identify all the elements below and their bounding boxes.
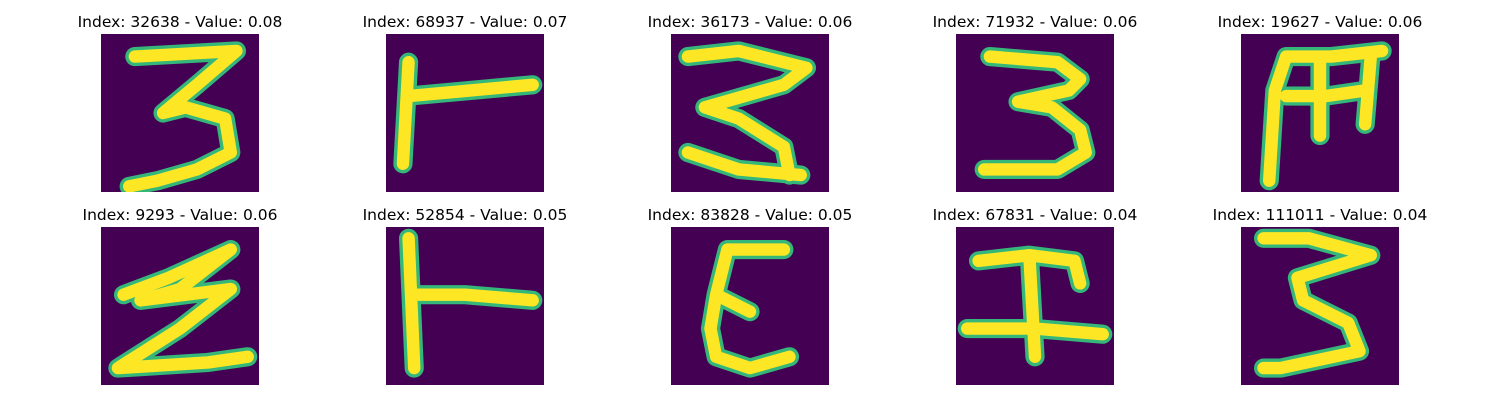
glyph-drawing	[678, 41, 817, 185]
glyph-stroke-inner	[961, 249, 1109, 363]
glyph-stroke-inner	[402, 232, 539, 375]
panel-title: Index: 52854 - Value: 0.05	[362, 206, 568, 224]
glyph-stroke-inner	[978, 50, 1092, 176]
panel-title: Index: 71932 - Value: 0.06	[932, 13, 1138, 31]
glyph-drawing	[393, 52, 543, 174]
digit-image	[1241, 34, 1399, 192]
panel-title: Index: 9293 - Value: 0.06	[82, 206, 278, 224]
panel-title: Index: 68937 - Value: 0.07	[362, 13, 568, 31]
image-panel: Index: 19627 - Value: 0.06	[1185, 12, 1455, 202]
glyph-stroke-inner	[111, 243, 254, 375]
glyph-stroke-outer	[393, 52, 543, 174]
digit-image	[1241, 227, 1399, 385]
digit-image	[101, 34, 259, 192]
glyph-drawing	[398, 228, 543, 378]
image-panel: Index: 67831 - Value: 0.04	[900, 205, 1170, 395]
glyph-stroke-inner	[123, 44, 243, 192]
image-panel: Index: 71932 - Value: 0.06	[900, 12, 1170, 202]
digit-image	[386, 34, 544, 192]
panel-title: Index: 32638 - Value: 0.08	[77, 13, 283, 31]
digit-image	[671, 34, 829, 192]
panel-title: Index: 67831 - Value: 0.04	[932, 206, 1138, 224]
panel-title: Index: 36173 - Value: 0.06	[647, 13, 853, 31]
glyph-drawing	[957, 245, 1113, 367]
glyph-drawing	[1253, 228, 1381, 378]
glyph-stroke-inner	[396, 56, 539, 170]
glyph-drawing	[700, 239, 800, 378]
panel-title: Index: 19627 - Value: 0.06	[1217, 13, 1423, 31]
image-panel: Index: 32638 - Value: 0.08	[45, 12, 315, 202]
image-panel: Index: 68937 - Value: 0.07	[330, 12, 600, 202]
glyph-drawing	[108, 239, 258, 378]
glyph-stroke-inner	[1257, 232, 1377, 375]
digit-image	[956, 34, 1114, 192]
image-panel: Index: 83828 - Value: 0.05	[615, 205, 885, 395]
digit-image	[671, 227, 829, 385]
digit-image	[956, 227, 1114, 385]
glyph-stroke-inner	[704, 243, 796, 375]
glyph-drawing	[119, 41, 247, 192]
digit-image	[386, 227, 544, 385]
glyph-drawing	[974, 46, 1096, 180]
panel-title: Index: 83828 - Value: 0.05	[647, 206, 853, 224]
image-panel: Index: 111011 - Value: 0.04	[1185, 205, 1455, 395]
glyph-drawing	[1259, 41, 1392, 191]
image-panel: Index: 36173 - Value: 0.06	[615, 12, 885, 202]
digit-image	[101, 227, 259, 385]
glyph-stroke-inner	[681, 44, 813, 182]
image-panel: Index: 9293 - Value: 0.06	[45, 205, 315, 395]
panel-title: Index: 111011 - Value: 0.04	[1212, 206, 1428, 224]
image-panel: Index: 52854 - Value: 0.05	[330, 205, 600, 395]
glyph-stroke-inner	[1263, 44, 1389, 187]
